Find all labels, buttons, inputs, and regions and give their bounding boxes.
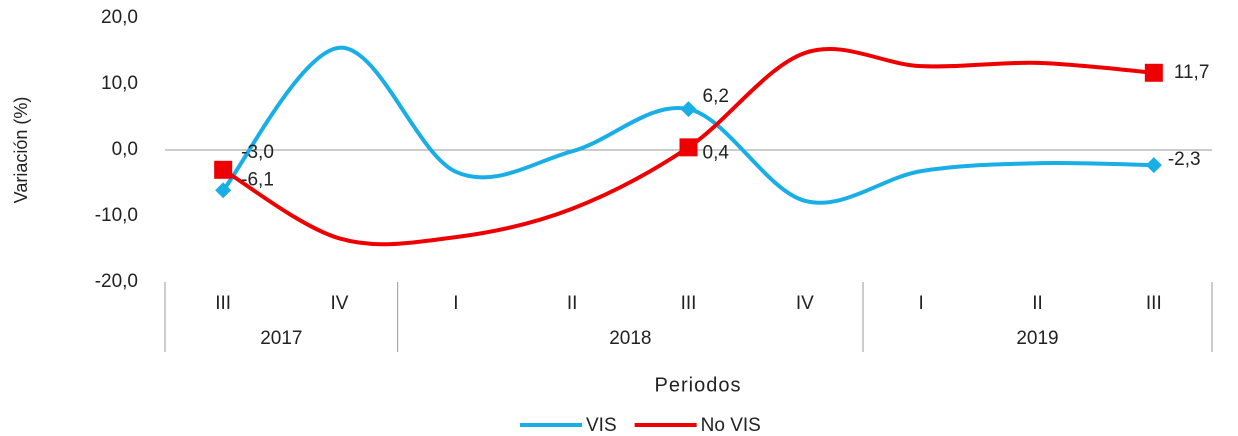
x-tick-label: III [1146,293,1162,314]
x-tick-label: II [1032,293,1043,314]
marker [679,138,698,157]
marker [214,160,233,179]
data-label: -2,3 [1168,149,1201,170]
y-tick-label: -20,0 [95,271,138,292]
data-label: -6,1 [241,169,274,190]
legend-label: VIS [586,415,617,436]
y-tick-label: 10,0 [101,73,138,94]
x-tick-label: III [215,293,231,314]
marker [680,101,697,118]
x-tick-label: III [681,293,697,314]
marker [1145,157,1162,174]
data-label: 11,7 [1174,62,1210,83]
legend-label: No VIS [701,415,761,436]
x-tick-label: II [567,293,578,314]
x-tick-label: IV [796,293,814,314]
data-label: 0,4 [703,142,730,163]
x-axis-title: Periodos [655,374,742,396]
line [221,45,1154,205]
y-tick-label: 0,0 [112,139,138,160]
group-label: 2019 [1016,328,1058,349]
y-tick-label: -10,0 [95,205,138,226]
data-label: 6,2 [703,86,729,107]
marker [215,182,232,199]
x-tick-label: I [453,293,458,314]
group-label: 2018 [609,328,651,349]
y-tick-label: 20,0 [101,7,138,28]
x-tick-label: IV [331,293,349,314]
marker [1144,63,1163,82]
group-label: 2017 [260,328,302,349]
x-tick-label: I [919,293,924,314]
data-label: -3,0 [241,142,274,163]
y-axis-title: Variación (%) [11,97,31,204]
